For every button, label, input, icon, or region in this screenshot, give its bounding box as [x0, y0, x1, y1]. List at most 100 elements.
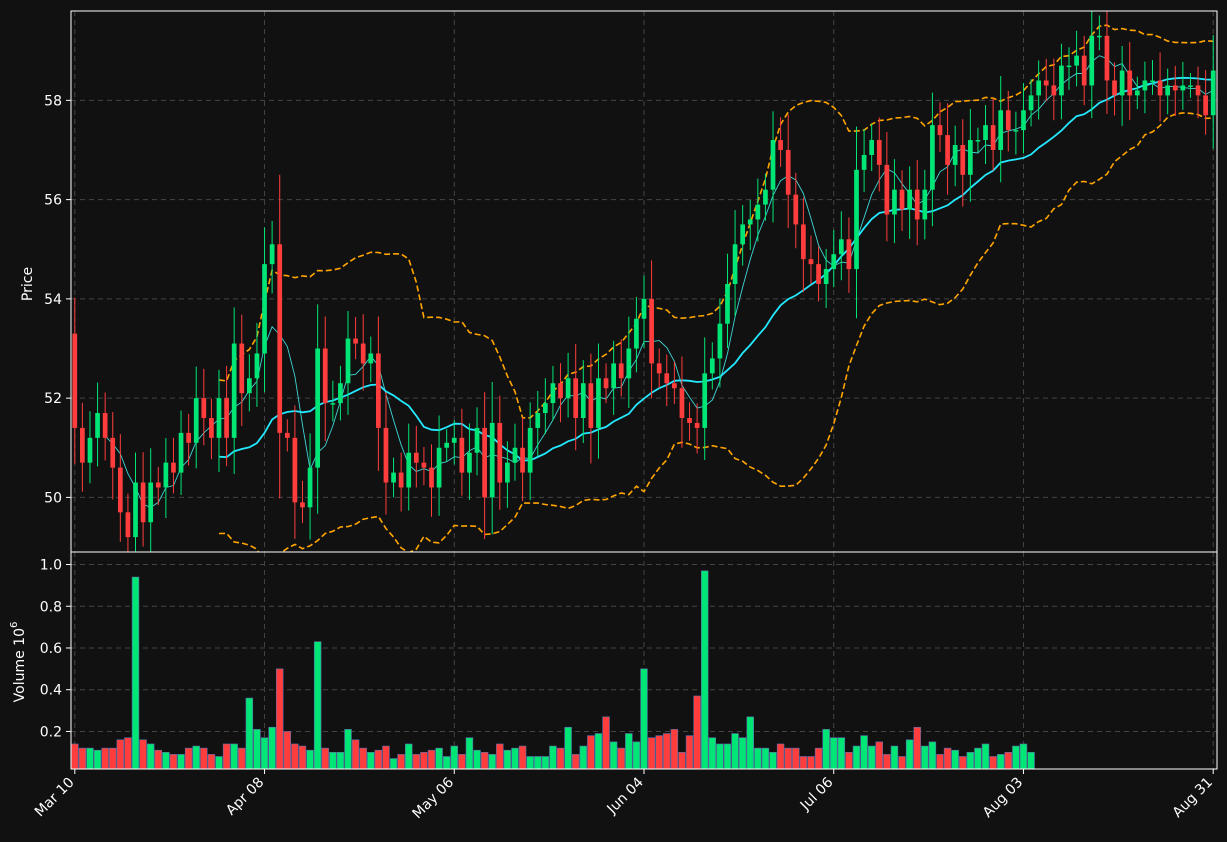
candle-body	[785, 149, 791, 195]
volume-bar	[799, 756, 808, 769]
volume-bar	[663, 733, 671, 769]
volume-bar	[921, 745, 929, 769]
volume-bar	[617, 747, 625, 769]
volume-y-ticks: 0.2 0.4 0.6 0.8 1.0	[40, 558, 71, 740]
candle-body	[763, 189, 768, 205]
volume-bar	[792, 747, 800, 769]
candle-body	[755, 204, 761, 220]
volume-tick-label: 0.6	[40, 641, 62, 657]
candle-body	[542, 403, 548, 414]
candle-body	[163, 462, 169, 488]
price-axis-label: Price	[20, 267, 36, 301]
candle-body	[1028, 95, 1034, 111]
bollinger-upper-line	[218, 24, 1214, 419]
volume-bar	[109, 747, 117, 769]
volume-bar	[708, 737, 717, 769]
volume-bar	[245, 697, 254, 769]
moving-averages	[104, 55, 1214, 508]
candle-body	[854, 169, 859, 270]
volume-bar	[511, 747, 519, 769]
volume-bar	[298, 745, 307, 769]
price-tick-label: 56	[44, 193, 62, 209]
volume-bar	[427, 749, 436, 769]
volume-bar	[154, 749, 162, 769]
candle-body	[1150, 80, 1155, 82]
volume-bar	[344, 729, 352, 769]
volume-bar	[776, 743, 785, 769]
volume-bar	[329, 752, 337, 769]
candle-body	[467, 452, 472, 473]
volume-bar	[822, 729, 830, 769]
candle-body	[998, 110, 1004, 150]
candle-body	[831, 254, 837, 270]
candle-body	[148, 482, 154, 523]
candle-body	[391, 472, 396, 483]
volume-grid	[71, 552, 1217, 769]
candle-body	[110, 437, 116, 468]
volume-bar	[587, 735, 595, 769]
volume-bar	[321, 747, 329, 769]
volume-bar	[541, 756, 550, 769]
candle-body	[360, 343, 366, 364]
volume-bar	[359, 747, 367, 769]
volume-bar	[124, 737, 132, 769]
candle-body	[1089, 35, 1095, 86]
volume-bar	[397, 754, 405, 769]
candle-body	[641, 298, 647, 319]
volume-axis-label-exponent: 6	[9, 622, 20, 628]
volume-bar	[473, 749, 481, 769]
candle-body	[626, 348, 632, 379]
candle-body	[1081, 55, 1087, 86]
volume-bar	[488, 754, 496, 769]
candle-body	[550, 383, 556, 404]
candle-body	[1210, 70, 1216, 116]
candle-body	[193, 398, 199, 443]
volume-bar	[200, 747, 208, 769]
volume-tick-label: 1.0	[40, 558, 62, 574]
candle-body	[406, 452, 412, 488]
volume-bar	[1004, 752, 1013, 769]
candle-body	[679, 388, 685, 418]
candle-body	[801, 224, 806, 260]
candle-body	[1043, 80, 1049, 86]
candle-body	[269, 244, 275, 265]
volume-bar	[609, 741, 618, 769]
volume-bar	[716, 743, 724, 769]
candle-body	[444, 442, 450, 448]
candle-body	[155, 482, 161, 488]
moving-average-long-line	[218, 76, 1214, 462]
volume-bar	[647, 737, 656, 769]
candle-body	[1066, 65, 1072, 68]
volume-bar	[830, 737, 838, 769]
volume-bar	[943, 747, 952, 769]
volume-bar	[723, 743, 732, 769]
volume-axis-label-base: Volume 10	[12, 628, 28, 702]
price-tick-label: 58	[44, 93, 62, 109]
candle-body	[436, 447, 442, 488]
candle-body	[421, 462, 427, 468]
candle-body	[770, 140, 776, 190]
candle-body	[778, 140, 783, 150]
candles	[72, 11, 1216, 552]
volume-bar	[769, 752, 777, 769]
volume-bar	[442, 756, 451, 769]
candle-body	[535, 413, 541, 428]
candle-body	[1165, 85, 1171, 96]
volume-bar	[700, 570, 709, 769]
candle-body	[231, 343, 237, 438]
candle-body	[72, 333, 78, 428]
candle-body	[603, 378, 609, 389]
candle-body	[368, 353, 374, 364]
volume-bar	[761, 747, 770, 769]
candle-body	[459, 437, 465, 473]
candle-body	[1172, 85, 1178, 91]
volume-bar	[738, 737, 747, 769]
volume-bar	[215, 756, 223, 769]
volume-bar	[670, 729, 679, 769]
volume-bar	[883, 754, 891, 769]
candle-body	[300, 502, 305, 508]
volume-bar	[731, 733, 739, 769]
candle-body	[1059, 65, 1064, 96]
volume-bar	[640, 668, 648, 769]
candle-body	[474, 427, 480, 453]
